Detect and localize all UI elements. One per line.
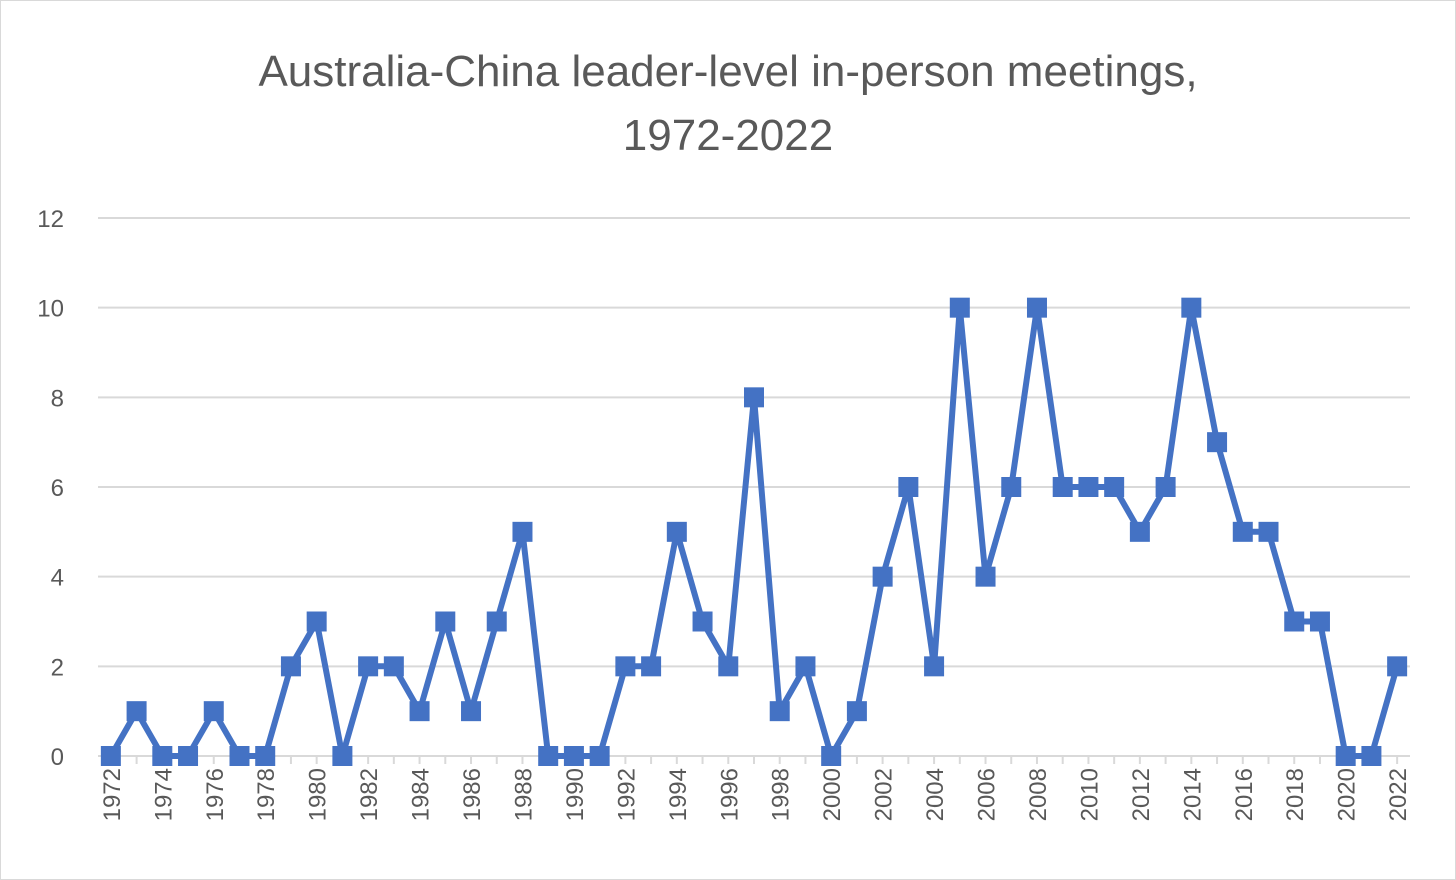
x-tick-label: 2020 [1334,768,1361,821]
data-point-2021 [1361,746,1382,766]
x-tick-label: 2000 [819,768,846,821]
chart-title: Australia-China leader-level in-person m… [0,40,1456,168]
data-point-1999 [795,656,816,677]
x-tick-label: 2022 [1385,768,1412,821]
x-tick-label: 1996 [716,768,743,821]
data-point-2002 [872,566,893,587]
data-point-2011 [1104,477,1125,497]
data-point-1988 [512,521,533,542]
data-point-1978 [255,746,276,766]
data-point-1985 [435,611,456,632]
data-point-2017 [1258,521,1279,542]
data-point-2003 [898,477,919,497]
x-tick-label: 1974 [150,768,177,821]
plot-area [100,297,1408,766]
data-point-1983 [383,656,404,677]
data-point-2018 [1284,611,1305,632]
x-tick-label: 1988 [510,768,537,821]
data-point-1991 [589,746,610,766]
series-line-0 [108,304,1400,759]
y-axis: 0 2 4 6 8 10 12 [37,206,64,771]
x-tick-label: 1978 [253,768,280,821]
x-tick-label: 1976 [202,768,229,821]
data-point-1975 [178,746,199,766]
x-tick-label: 2014 [1179,768,1206,821]
data-point-2000 [821,746,842,766]
y-tick-label: 2 [51,654,64,681]
data-point-2013 [1155,477,1176,497]
y-tick-label: 6 [51,475,64,502]
x-tick-label: 1994 [665,768,692,821]
data-point-1993 [641,656,662,677]
x-tick-label: 2002 [871,768,898,821]
data-point-1998 [769,701,790,722]
data-point-1990 [563,746,584,766]
x-tick-label: 2010 [1076,768,1103,821]
data-point-1994 [666,521,687,542]
data-point-2007 [1001,477,1022,497]
x-tick-label: 2012 [1128,768,1155,821]
x-tick-label: 2018 [1282,768,1309,821]
data-point-2012 [1129,521,1150,542]
data-point-1972 [100,746,121,766]
data-point-1995 [692,611,713,632]
y-tick-label: 4 [51,565,64,592]
data-point-2019 [1309,611,1330,632]
data-point-1980 [306,611,327,632]
y-tick-label: 0 [51,744,64,771]
chart-title-line-2: 1972-2022 [622,111,834,160]
x-tick-label: 1990 [562,768,589,821]
data-point-1987 [486,611,507,632]
data-point-1976 [203,701,224,722]
data-point-2015 [1207,432,1228,453]
data-point-2006 [975,566,996,587]
data-point-2008 [1026,297,1047,318]
x-tick-label: 2004 [922,768,949,821]
y-tick-label: 8 [51,385,64,412]
data-point-1982 [358,656,379,677]
x-tick-label: 2006 [974,768,1001,821]
data-point-1992 [615,656,636,677]
x-tick-label: 2008 [1025,768,1052,821]
x-axis: 1972 1974 1976 1978 1980 1982 1984 1986 1988 1990… [98,755,1412,821]
y-tick-label: 12 [37,206,64,233]
data-point-1981 [332,746,353,766]
data-point-2016 [1232,521,1253,542]
data-point-2009 [1052,477,1073,497]
data-point-1986 [461,701,482,722]
x-tick-label: 1998 [768,768,795,821]
data-point-1997 [744,387,764,408]
data-point-1973 [126,701,147,722]
x-tick-label: 1984 [408,768,435,821]
data-point-1974 [152,746,173,766]
x-tick-label: 1980 [305,768,332,821]
x-tick-label: 1986 [459,768,486,821]
x-tick-label: 1982 [356,768,383,821]
chart-title-line-1: Australia-China leader-level in-person m… [258,47,1198,96]
data-point-1977 [229,746,250,766]
data-point-2005 [949,297,970,318]
data-point-2001 [846,701,867,722]
x-tick-label: 1992 [613,768,640,821]
data-point-2004 [924,656,945,677]
y-tick-label: 10 [37,296,64,323]
data-point-2022 [1387,656,1408,677]
data-point-2014 [1181,297,1202,318]
x-tick-label: 2016 [1231,768,1258,821]
data-point-1984 [409,701,430,722]
data-point-1996 [718,656,739,677]
data-point-2020 [1335,746,1356,766]
data-point-1989 [538,746,559,766]
x-tick-label: 1972 [99,768,126,821]
data-point-1979 [280,656,301,677]
data-point-2010 [1078,477,1099,497]
